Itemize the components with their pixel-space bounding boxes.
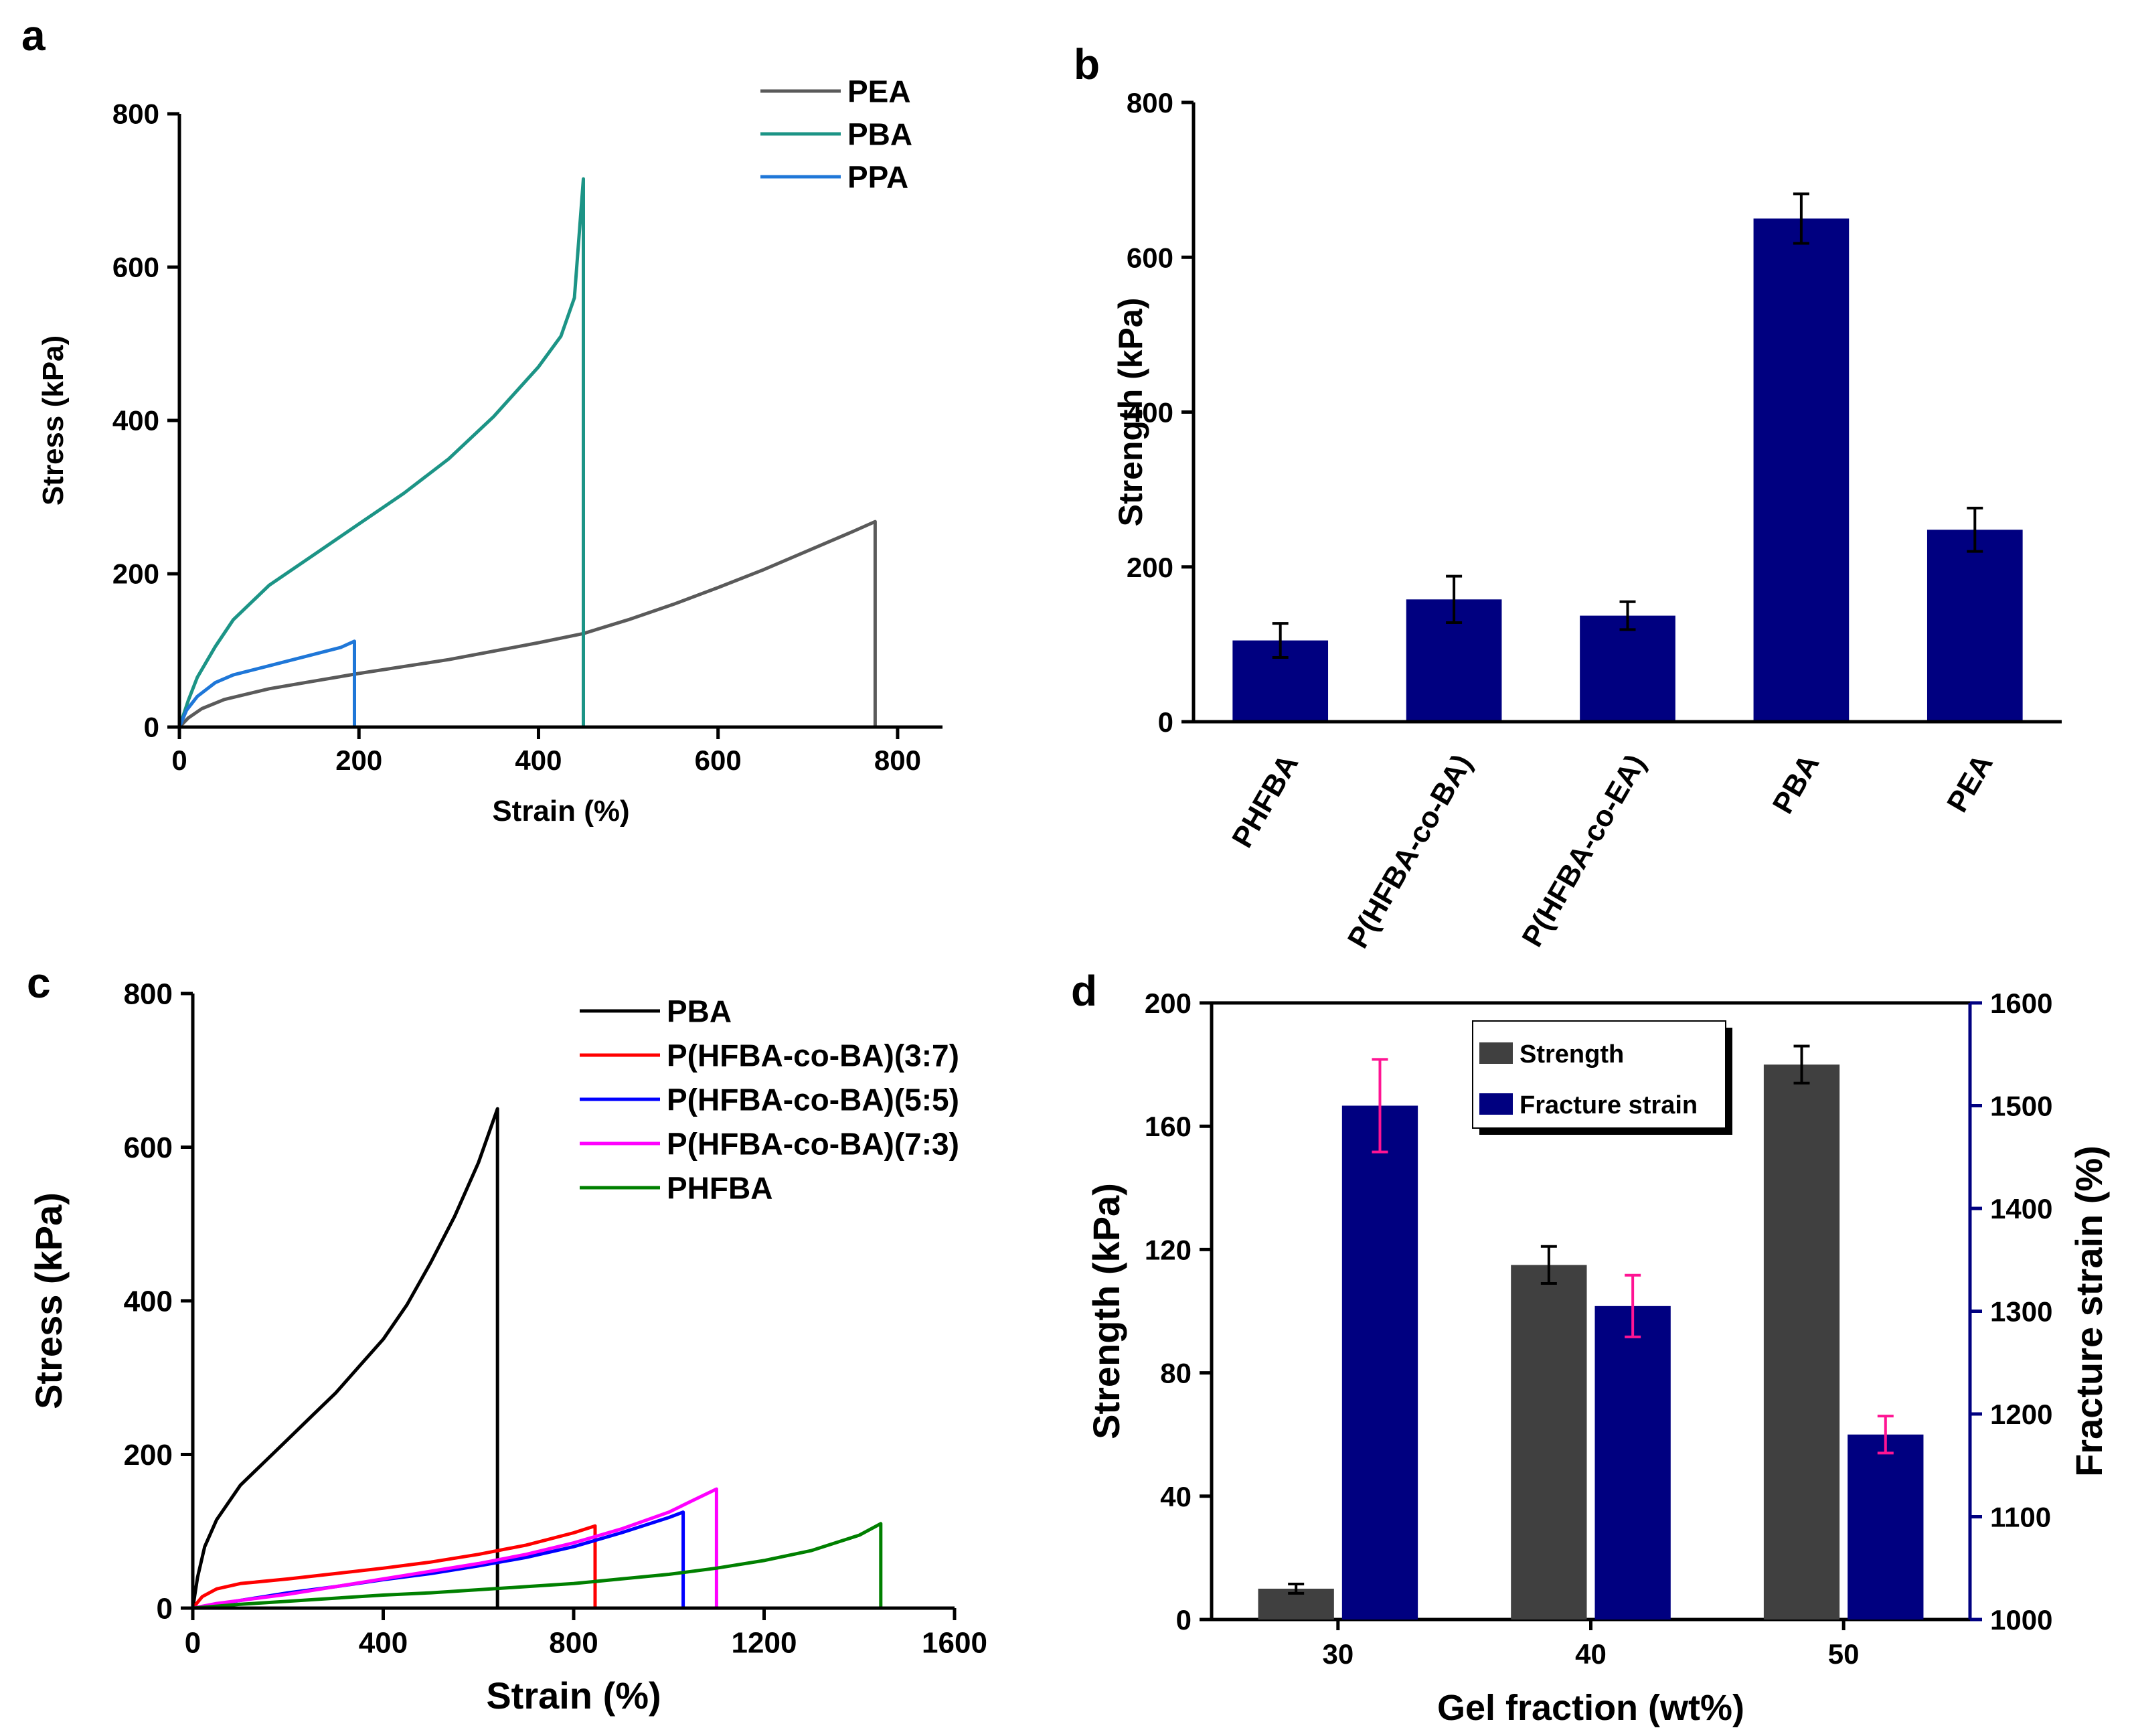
panel-d-dual-axis-bar-chart: d 30 40 50 Gel fraction (wt%) 0 40 80 120 160 200 S… [1071,967,2110,1728]
panel-c-x-tick-label: 1600 [922,1626,987,1659]
panel-b-y-axis-label: Strength (kPa) [1112,298,1149,527]
panel-c-legend-label: P(HFBA-co-BA)(5:5) [667,1083,959,1117]
panel-c-legend-label: P(HFBA-co-BA)(7:3) [667,1127,959,1162]
panel-c-x-tick-label: 1200 [732,1626,797,1659]
panel-d-legend-label: Strength [1520,1040,1624,1069]
panel-c-x-tick-label: 400 [359,1626,408,1659]
panel-b-x-tick-label: P(HFBA-co-EA) [1515,749,1652,953]
panel-b-y-tick-label: 800 [1127,87,1173,119]
panel-d-y-tick-label: 80 [1160,1358,1192,1389]
panel-d-bar-strength-40 [1511,1265,1587,1620]
panel-b-x-tick-label: P(HFBA-co-BA) [1341,749,1479,954]
panel-d-y2-tick-label: 1600 [1990,988,2052,1019]
panel-c-y-tick-label: 600 [124,1131,173,1164]
panel-d-y2-axis-label: Fracture strain (%) [2068,1146,2110,1477]
panel-a-line-chart: a 0 200 400 600 800 Strain (%) 0 200 400 600 800 Str… [21,11,942,827]
panel-d-y-tick-label: 0 [1176,1604,1192,1636]
panel-b-bar-p-hfba-co-ea- [1580,615,1675,722]
panel-a-x-tick-label: 200 [335,744,382,776]
panel-a-y-tick-label: 400 [112,405,159,437]
panel-c-legend-label: PBA [667,994,732,1029]
panel-a-y-axis-label: Stress (kPa) [37,335,70,505]
panel-c-y-axis-label: Stress (kPa) [27,1192,70,1409]
panel-b-letter: b [1074,40,1100,88]
panel-a-x-axis-label: Strain (%) [492,795,629,827]
panel-d-legend-box [1472,1020,1726,1129]
panel-b-bar-pba [1753,218,1850,722]
panel-a-legend-label: PBA [847,117,912,152]
panel-a-y-tick-label: 0 [144,712,159,743]
panel-d-x-tick-label: 30 [1322,1638,1354,1670]
panel-d-y-tick-label: 40 [1160,1481,1192,1512]
panel-d-x-tick-label: 40 [1575,1638,1607,1670]
panel-b-bar-chart: b PHFBA P(HFBA-co-BA) P(HFBA-co-EA) PBA PEA 0 2… [1074,40,2062,954]
panel-c-x-tick-label: 0 [185,1626,201,1659]
panel-d-bar-strength-50 [1763,1064,1840,1620]
panel-d-legend-label: Fracture strain [1520,1091,1698,1119]
panel-b-y-tick-label: 0 [1158,706,1173,738]
panel-a-legend-label: PEA [847,74,911,109]
panel-b-y-tick-label: 400 [1127,397,1173,428]
panel-c-x-tick-label: 800 [549,1626,598,1659]
panel-c-series-p-hfba-co-ba-3-7--line [191,1524,597,1609]
panel-d-y-axis-label: Strength (kPa) [1085,1183,1127,1439]
panel-a-y-tick-label: 200 [112,558,159,590]
panel-d-y2-tick-label: 1200 [1990,1399,2052,1430]
panel-d-letter: d [1071,967,1097,1015]
panel-a-series-pba-line [177,177,585,728]
panel-a-series-ppa-line [177,639,356,728]
panel-c-y-tick-label: 800 [124,977,173,1010]
panel-d-bar-fracture-strain-50 [1848,1434,1924,1620]
panel-d-bar-fracture-strain-40 [1594,1306,1671,1620]
panel-b-y-tick-label: 600 [1127,242,1173,273]
panel-c-y-tick-label: 400 [124,1285,173,1318]
panel-d-legend-swatch [1479,1093,1513,1115]
panel-d-y2-tick-label: 1400 [1990,1193,2052,1225]
panel-a-legend-label: PPA [847,160,908,195]
panel-c-legend-label: PHFBA [667,1171,772,1206]
panel-a-x-tick-label: 800 [874,744,921,776]
panel-c-x-axis-label: Strain (%) [486,1674,661,1717]
panel-d-y-tick-label: 200 [1145,988,1192,1019]
panel-c-series-phfba-line [192,1522,883,1610]
panel-d-y-tick-label: 160 [1145,1111,1192,1142]
panel-d-x-tick-label: 50 [1828,1638,1860,1670]
panel-a-x-tick-label: 600 [695,744,742,776]
panel-d-legend-swatch [1479,1042,1513,1064]
panel-a-letter: a [21,11,46,60]
panel-c-legend-label: P(HFBA-co-BA)(3:7) [667,1038,959,1073]
panel-c-line-chart: c 0 400 800 1200 1600 Strain (%) 0 200 400 600 800 S… [27,959,987,1717]
panel-a-y-tick-label: 600 [112,252,159,283]
panel-b-x-tick-label: PHFBA [1226,749,1305,854]
panel-c-series-pba-line [191,1107,499,1609]
panel-b-y-tick-label: 200 [1127,552,1173,583]
panel-b-bar-pea [1926,530,2023,722]
panel-d-y2-tick-label: 1100 [1990,1502,2051,1533]
panel-c-y-tick-label: 0 [157,1592,173,1625]
panel-d-bar-fracture-strain-30 [1341,1105,1418,1620]
panel-c-letter: c [27,959,51,1007]
panel-c-y-tick-label: 200 [124,1439,173,1472]
panel-d-y2-tick-label: 1500 [1990,1091,2052,1122]
panel-a-y-tick-label: 800 [112,98,159,130]
panel-d-y2-tick-label: 1000 [1990,1604,2052,1636]
panel-d-y2-tick-label: 1300 [1990,1296,2052,1328]
panel-a-x-tick-label: 400 [515,744,562,776]
panel-a-x-tick-label: 0 [171,744,187,776]
panel-a-series-pea-line [178,520,877,728]
panel-d-y-tick-label: 120 [1145,1234,1192,1265]
panel-b-x-tick-label: PBA [1767,749,1826,819]
panel-c-series-p-hfba-co-ba-7-3--line [192,1487,718,1610]
panel-b-x-tick-label: PEA [1941,749,1999,818]
panel-d-x-axis-label: Gel fraction (wt%) [1437,1688,1744,1728]
